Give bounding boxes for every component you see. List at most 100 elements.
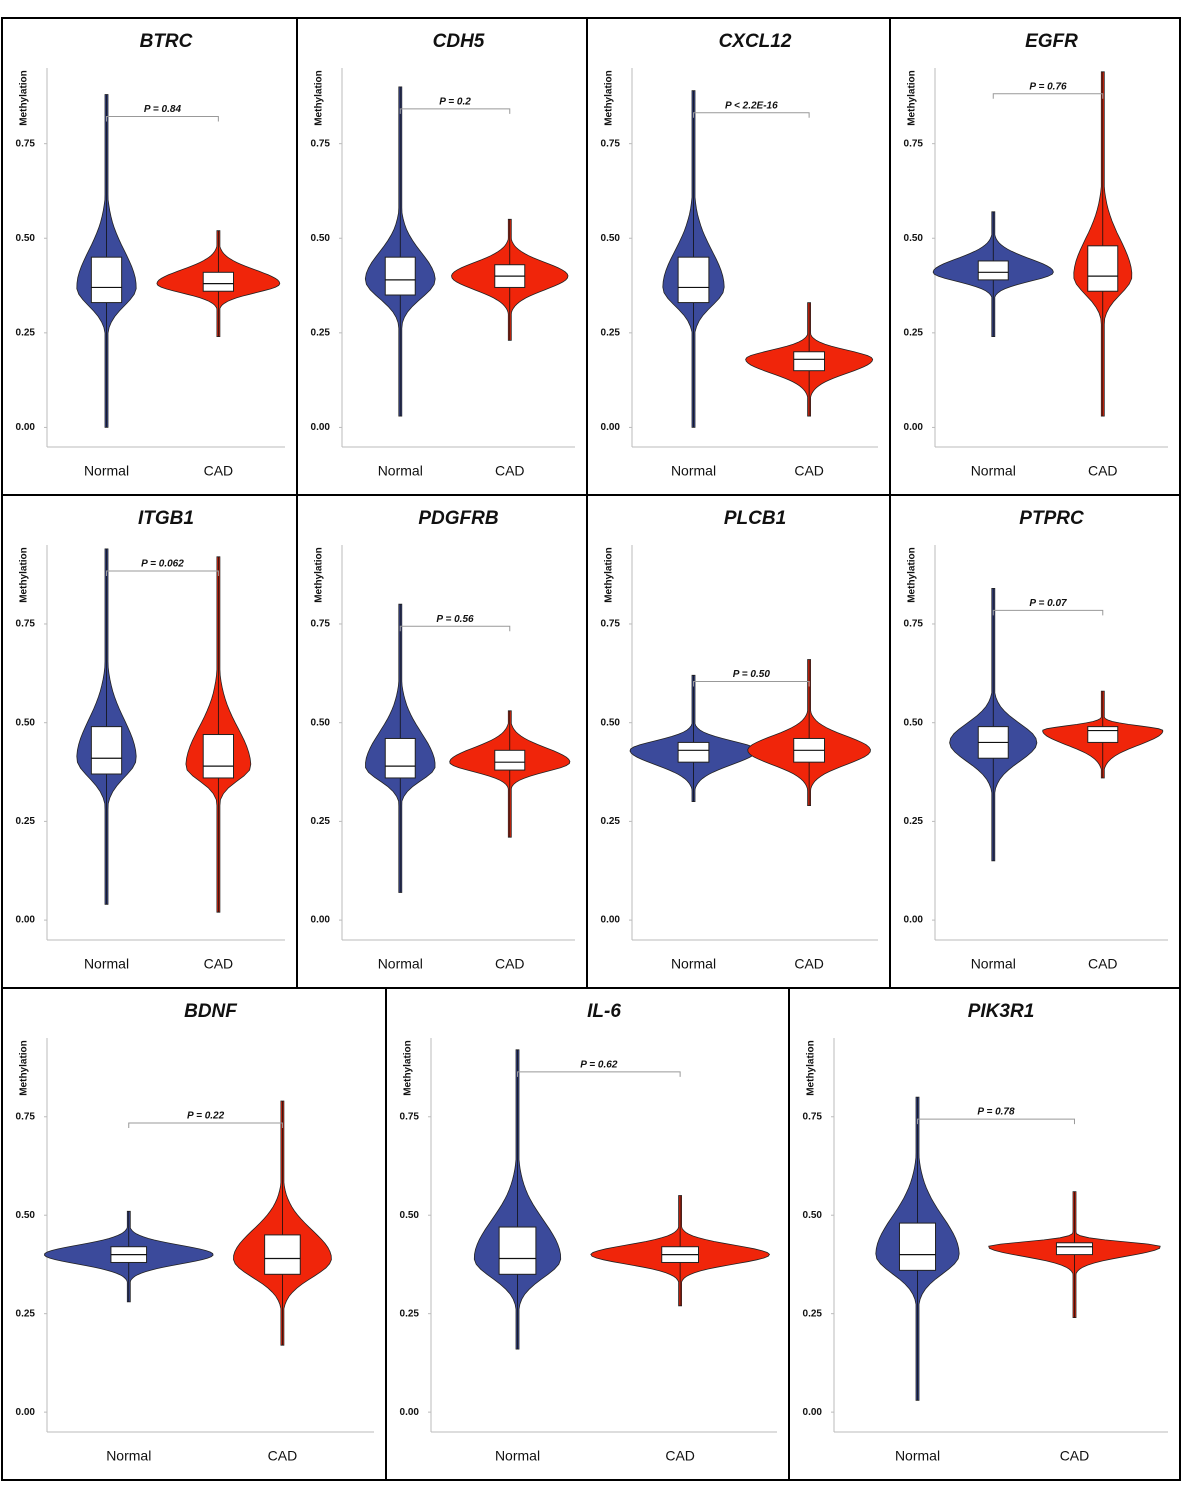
y-tick-label: 0.25	[904, 327, 924, 338]
y-tick-label: 0.75	[311, 138, 331, 149]
y-tick-label: 0.75	[16, 138, 36, 149]
significance-bracket	[693, 112, 810, 118]
p-value: P = 0.56	[436, 614, 474, 625]
box	[977, 260, 1009, 281]
y-axis-label: Methylation	[604, 70, 615, 126]
significance-bracket	[106, 570, 219, 576]
y-tick-label: 0.25	[16, 1308, 36, 1319]
y-tick-label: 0.00	[601, 915, 621, 926]
y-tick-label: 0.00	[16, 422, 36, 433]
y-tick-label: 0.75	[400, 1111, 420, 1122]
y-tick-label: 0.00	[16, 915, 36, 926]
x-tick-label: Normal	[106, 1448, 151, 1464]
box	[264, 1234, 301, 1275]
x-tick-label: CAD	[794, 463, 824, 479]
x-tick-label: Normal	[671, 956, 716, 972]
y-axis-label: Methylation	[907, 547, 918, 603]
y-tick-label: 0.00	[803, 1407, 823, 1418]
y-tick-label: 0.50	[311, 717, 331, 728]
x-tick-label: CAD	[1088, 956, 1118, 972]
panel-title: EGFR	[1025, 31, 1078, 52]
x-tick-label: Normal	[671, 463, 716, 479]
y-tick-label: 0.00	[16, 1407, 36, 1418]
y-tick-label: 0.25	[16, 816, 36, 827]
p-value: P < 2.2E-16	[725, 100, 778, 111]
x-tick-label: CAD	[495, 463, 525, 479]
panel-title: PDGFRB	[418, 508, 499, 529]
significance-bracket	[992, 609, 1104, 616]
y-axis-label: Methylation	[19, 1040, 30, 1096]
y-tick-label: 0.75	[16, 1111, 36, 1122]
p-value: P = 0.62	[580, 1059, 618, 1070]
y-axis-label: Methylation	[314, 70, 325, 126]
panel-title: CDH5	[433, 31, 485, 52]
box	[898, 1222, 937, 1271]
y-tick-label: 0.25	[601, 327, 621, 338]
x-tick-label: Normal	[378, 463, 423, 479]
y-tick-label: 0.75	[16, 619, 36, 630]
y-axis-label: Methylation	[403, 1040, 414, 1096]
x-tick-label: CAD	[665, 1448, 695, 1464]
x-tick-label: Normal	[971, 463, 1016, 479]
y-axis-label: Methylation	[907, 70, 918, 126]
box	[202, 271, 235, 292]
significance-bracket	[917, 1118, 1075, 1125]
x-tick-label: CAD	[794, 956, 824, 972]
y-tick-label: 0.25	[601, 816, 621, 827]
panel-title: ITGB1	[138, 508, 194, 529]
panel-title: BDNF	[184, 1001, 238, 1022]
y-tick-label: 0.50	[904, 717, 924, 728]
p-value: P = 0.062	[141, 559, 184, 570]
y-tick-label: 0.75	[803, 1111, 823, 1122]
y-axis-label: Methylation	[19, 70, 30, 126]
significance-bracket	[992, 93, 1104, 99]
panel-title: PTPRC	[1019, 508, 1084, 529]
y-tick-label: 0.75	[904, 619, 924, 630]
y-tick-label: 0.25	[400, 1308, 420, 1319]
box	[384, 737, 416, 779]
p-value: P = 0.2	[439, 97, 471, 108]
box	[90, 256, 123, 304]
significance-bracket	[399, 108, 511, 114]
y-tick-label: 0.25	[16, 327, 36, 338]
box	[494, 749, 526, 771]
p-value: P = 0.76	[1029, 81, 1067, 92]
box	[677, 741, 710, 763]
significance-bracket	[128, 1122, 283, 1129]
panel-title: BTRC	[140, 31, 193, 52]
x-tick-label: CAD	[204, 956, 234, 972]
box	[1087, 245, 1119, 292]
y-tick-label: 0.50	[16, 717, 36, 728]
panel-title: PIK3R1	[968, 1001, 1035, 1022]
x-tick-label: CAD	[495, 956, 525, 972]
panel-border	[1, 987, 387, 1481]
box	[793, 351, 825, 372]
panel-border	[788, 987, 1181, 1481]
p-value: P = 0.84	[144, 104, 182, 115]
y-tick-label: 0.75	[601, 138, 621, 149]
p-value: P = 0.07	[1029, 598, 1067, 609]
y-tick-label: 0.25	[311, 816, 331, 827]
significance-bracket	[106, 115, 219, 122]
panel-title: IL-6	[587, 1001, 621, 1022]
p-value: P = 0.78	[977, 1107, 1015, 1118]
y-tick-label: 0.50	[400, 1210, 420, 1221]
y-tick-label: 0.50	[16, 233, 36, 244]
y-axis-label: Methylation	[314, 547, 325, 603]
x-tick-label: Normal	[971, 956, 1016, 972]
y-tick-label: 0.25	[803, 1308, 823, 1319]
y-tick-label: 0.50	[16, 1210, 36, 1221]
x-tick-label: Normal	[895, 1448, 940, 1464]
panel-title: PLCB1	[724, 508, 786, 529]
y-tick-label: 0.00	[601, 422, 621, 433]
x-tick-label: Normal	[378, 956, 423, 972]
panel-border	[296, 17, 588, 496]
box	[498, 1226, 537, 1275]
box	[677, 256, 710, 304]
y-tick-label: 0.75	[311, 619, 331, 630]
y-axis-label: Methylation	[604, 547, 615, 603]
x-tick-label: CAD	[268, 1448, 298, 1464]
y-axis-label: Methylation	[19, 547, 30, 603]
x-tick-label: CAD	[1088, 463, 1118, 479]
